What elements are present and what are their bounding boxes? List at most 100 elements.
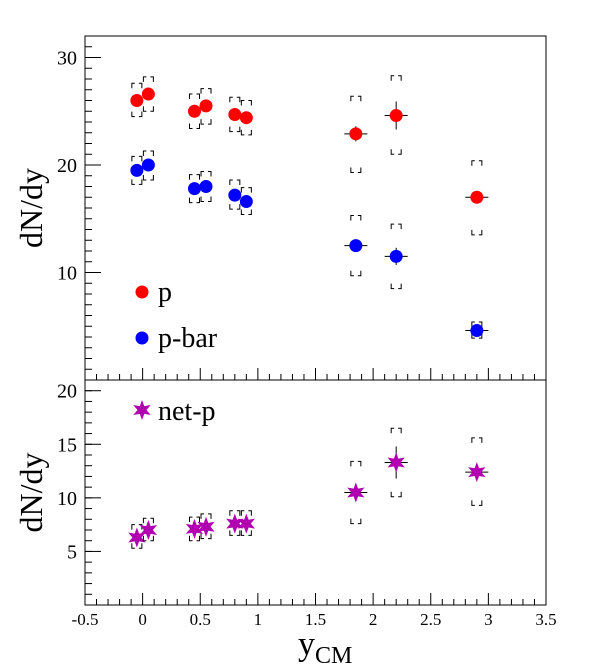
sys-error-bracket-lower bbox=[188, 197, 200, 204]
data-point-circle bbox=[199, 180, 213, 193]
data-point-circle bbox=[130, 163, 144, 177]
series-p-bar bbox=[130, 150, 489, 339]
data-point-group bbox=[465, 160, 489, 236]
sys-error-bracket-upper bbox=[390, 427, 402, 434]
data-point-star bbox=[185, 518, 204, 539]
legend-marker-pbar bbox=[135, 331, 149, 345]
sys-error-bracket-lower bbox=[240, 129, 252, 136]
data-point-group bbox=[187, 174, 201, 204]
sys-error-bracket-lower bbox=[229, 126, 241, 133]
sys-error-bracket-upper bbox=[390, 75, 402, 81]
data-point-circle bbox=[228, 107, 242, 121]
data-point-group bbox=[384, 427, 408, 498]
sys-error-bracket-lower bbox=[131, 111, 143, 118]
bottom-panel: 5 10 15 20 dN/dy net-p -0.5 0 0.5 1 1.5 2 2.5 3 3.5 yCM bbox=[13, 379, 557, 669]
sys-error-bracket-lower bbox=[350, 167, 362, 174]
data-point-circle bbox=[141, 87, 155, 101]
data-point-group bbox=[344, 95, 368, 174]
x-tick-label: 2 bbox=[369, 610, 378, 629]
data-point-star bbox=[128, 527, 146, 548]
data-point-circle bbox=[349, 239, 363, 253]
data-point-circle bbox=[130, 94, 144, 107]
sys-error-bracket-upper bbox=[131, 82, 143, 89]
legend-label-netp: net-p bbox=[158, 396, 216, 427]
data-point-star bbox=[226, 513, 244, 534]
x-tick-label: 2.5 bbox=[420, 610, 441, 629]
sys-error-bracket-lower bbox=[131, 179, 143, 185]
sys-error-bracket-upper bbox=[471, 437, 483, 443]
data-point-circle bbox=[389, 109, 403, 123]
data-point-group bbox=[344, 215, 368, 277]
sys-error-bracket-upper bbox=[142, 517, 154, 524]
sys-error-bracket-lower bbox=[390, 149, 402, 155]
data-point-group bbox=[226, 510, 244, 536]
x-tick-label: 0 bbox=[138, 610, 147, 629]
sys-error-bracket-upper bbox=[350, 215, 362, 221]
data-point-circle bbox=[349, 127, 363, 141]
sys-error-bracket-upper bbox=[350, 95, 362, 102]
x-tick-label: 0.5 bbox=[190, 610, 211, 629]
sys-error-bracket-upper bbox=[240, 187, 252, 193]
data-point-group bbox=[384, 223, 408, 290]
sys-error-bracket-upper bbox=[131, 155, 143, 162]
y-axis-title: dN/dy bbox=[13, 168, 49, 248]
sys-error-bracket-lower bbox=[142, 175, 154, 181]
sys-error-bracket-upper bbox=[229, 510, 241, 516]
data-point-group bbox=[187, 93, 201, 129]
x-tick-label: 3.5 bbox=[535, 610, 556, 629]
series-net-p bbox=[128, 427, 489, 549]
data-point-group bbox=[239, 100, 253, 136]
x-axis-title: yCM bbox=[298, 626, 352, 669]
sys-error-bracket-upper bbox=[240, 510, 252, 516]
data-point-group bbox=[197, 513, 215, 540]
sys-error-bracket-lower bbox=[229, 530, 241, 536]
sys-error-bracket-upper bbox=[229, 179, 241, 186]
data-point-group bbox=[185, 516, 204, 542]
sys-error-bracket-lower bbox=[200, 533, 212, 540]
data-point-star bbox=[347, 482, 365, 503]
series-p bbox=[130, 75, 489, 236]
data-point-group bbox=[465, 437, 489, 506]
data-point-circle bbox=[470, 324, 484, 338]
sys-error-bracket-upper bbox=[142, 76, 154, 82]
data-point-group bbox=[141, 76, 155, 112]
top-panel: 10 20 30 dN/dy p p-bar bbox=[13, 35, 547, 381]
sys-error-bracket-upper bbox=[390, 223, 402, 230]
legend-label-p: p bbox=[158, 277, 172, 308]
data-point-group bbox=[141, 150, 155, 181]
x-tick-label: 1 bbox=[254, 610, 263, 629]
sys-error-bracket-upper bbox=[188, 516, 200, 523]
y-tick-label: 5 bbox=[67, 541, 77, 563]
sys-error-bracket-lower bbox=[200, 196, 212, 203]
sys-error-bracket-lower bbox=[240, 209, 252, 215]
data-point-circle bbox=[389, 249, 403, 263]
data-point-group bbox=[128, 524, 146, 549]
data-point-star bbox=[139, 520, 157, 540]
legend-marker-netp bbox=[133, 400, 151, 420]
sys-error-bracket-upper bbox=[200, 170, 212, 177]
y-tick-label: 20 bbox=[57, 381, 77, 403]
sys-error-bracket-upper bbox=[471, 160, 483, 166]
sys-error-bracket-lower bbox=[200, 119, 212, 125]
y-tick-label: 30 bbox=[57, 48, 77, 70]
sys-error-bracket-upper bbox=[200, 88, 212, 94]
sys-error-bracket-lower bbox=[131, 543, 143, 549]
data-point-star bbox=[237, 513, 255, 534]
data-point-group bbox=[130, 155, 144, 185]
data-point-group bbox=[239, 187, 253, 215]
data-point-group bbox=[139, 517, 157, 542]
x-tick-label: -0.5 bbox=[72, 610, 99, 629]
sys-error-bracket-lower bbox=[471, 333, 483, 339]
y-tick-label: 10 bbox=[57, 263, 77, 285]
data-point-group bbox=[384, 75, 408, 155]
data-point-group bbox=[344, 460, 368, 525]
sys-error-bracket-lower bbox=[350, 518, 362, 525]
data-point-circle bbox=[470, 190, 484, 204]
data-point-circle bbox=[141, 158, 155, 172]
data-point-group bbox=[237, 510, 255, 536]
sys-error-bracket-lower bbox=[471, 229, 483, 236]
data-point-group bbox=[228, 179, 242, 210]
y-axis-title: dN/dy bbox=[13, 453, 49, 533]
